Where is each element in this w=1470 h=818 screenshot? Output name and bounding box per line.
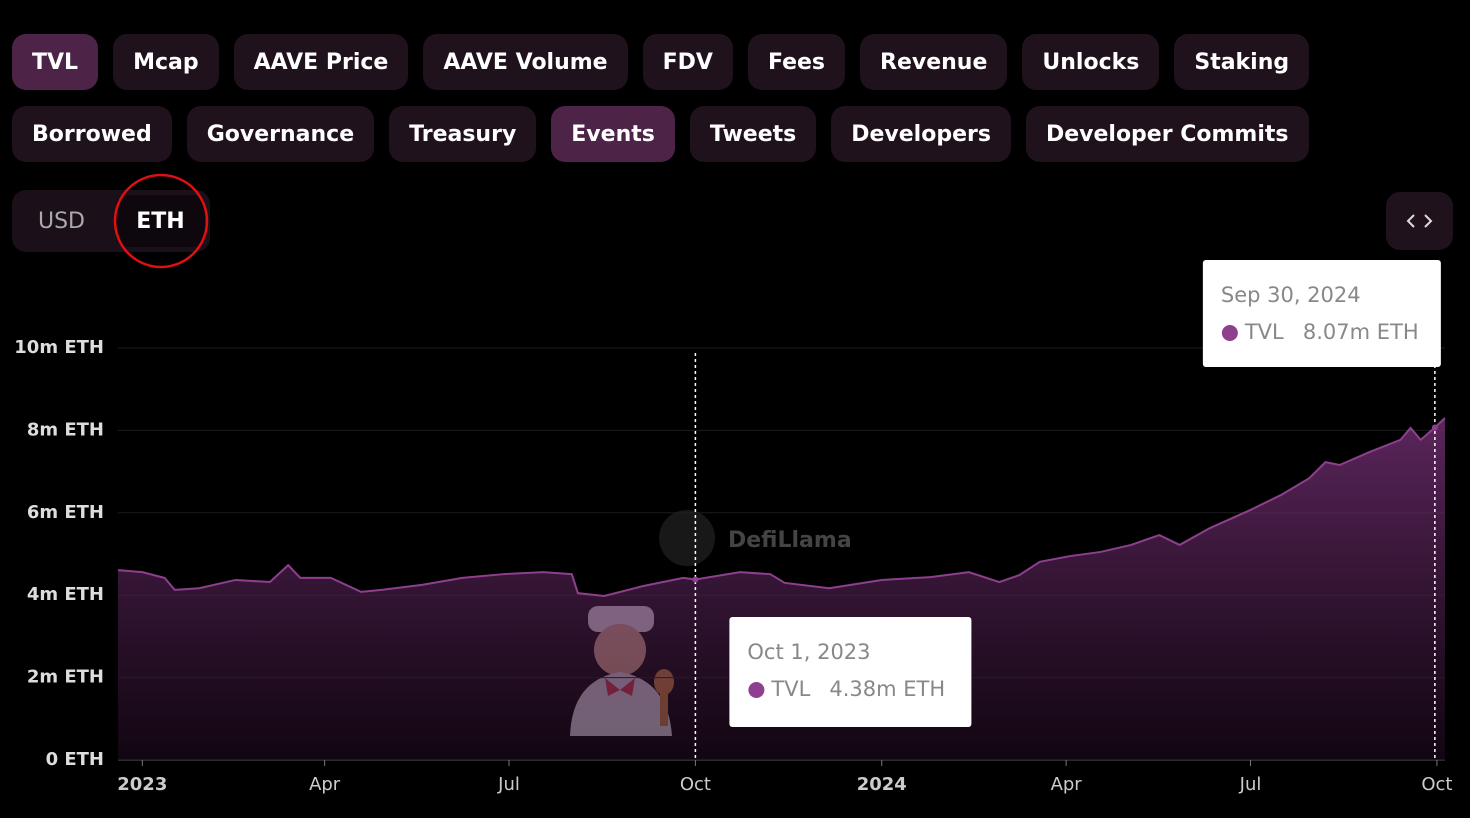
x-tick-label: Jul <box>1239 774 1262 795</box>
tooltip-dot <box>748 682 765 698</box>
tooltip-dot <box>1221 325 1238 341</box>
area-line <box>117 417 1446 598</box>
hover-point <box>692 576 699 583</box>
tooltip-date: Oct 1, 2023 <box>747 640 870 664</box>
tab-button[interactable]: Unlocks <box>1022 34 1160 90</box>
tab-button[interactable]: Mcap <box>113 34 219 90</box>
tab-bar: TVL Mcap AAVE Price AAVE Volume FDV Fees Reven… <box>12 34 1462 162</box>
x-tick-label: 2024 <box>857 774 907 795</box>
y-tick-label: 2m ETH <box>27 667 104 688</box>
tab-button[interactable]: AAVE Volume <box>423 34 628 90</box>
tab-button[interactable]: Staking <box>1174 34 1310 90</box>
x-tick-label: Oct <box>1421 774 1452 795</box>
tooltip-box <box>729 617 972 727</box>
x-tick-label: Oct <box>680 774 711 795</box>
red-circle <box>113 173 209 269</box>
tab-button[interactable]: Developer Commits <box>1025 106 1309 162</box>
tooltip: Sep 30, 2024 TVL 8.07m ETH <box>1202 260 1441 367</box>
y-tick-label: 8m ETH <box>27 419 104 440</box>
x-tick-label: Apr <box>309 774 341 795</box>
y-tick-label: 6m ETH <box>27 502 104 523</box>
tooltip: Oct 1, 2023 TVL 4.38m ETH <box>729 617 972 727</box>
area-fill <box>118 418 1445 760</box>
watermark-text: DefiLlama <box>728 528 852 553</box>
tooltip-value: 4.38m ETH <box>829 677 945 701</box>
x-tick-label: Apr <box>1051 774 1083 795</box>
tab-button[interactable]: Events <box>551 106 675 162</box>
tooltip-value: 8.07m ETH <box>1303 320 1419 344</box>
tab-button[interactable]: TVL <box>12 34 99 90</box>
tab-button[interactable]: Developers <box>831 106 1011 162</box>
tab-button[interactable]: Treasury <box>389 106 537 162</box>
tab-button[interactable]: FDV <box>642 34 733 90</box>
tab-button[interactable]: Revenue <box>860 34 1008 90</box>
y-tick-label: 10m ETH <box>14 337 104 358</box>
tooltip-date: Sep 30, 2024 <box>1221 283 1361 307</box>
tab-button[interactable]: Fees <box>747 34 846 90</box>
tab-button[interactable]: Governance <box>186 106 375 162</box>
tab-button[interactable]: AAVE Price <box>233 34 409 90</box>
currency-option[interactable]: ETH <box>116 195 205 247</box>
tab-button[interactable]: Borrowed <box>12 106 172 162</box>
tooltip-series: TVL <box>770 677 810 701</box>
y-tick-label: 4m ETH <box>27 584 104 605</box>
embed-button[interactable] <box>1386 192 1453 250</box>
tooltip-box <box>1202 260 1441 367</box>
currency-toggle: USD ETH <box>12 190 210 252</box>
hover-point <box>1431 424 1438 431</box>
watermark: DefiLlama <box>659 510 852 566</box>
y-tick-label: 0 ETH <box>46 749 104 770</box>
embed-icon <box>1406 214 1433 228</box>
currency-option[interactable]: USD <box>37 208 85 234</box>
x-tick-label: Jul <box>497 774 520 795</box>
tab-button[interactable]: Tweets <box>689 106 817 162</box>
tooltip-series: TVL <box>1244 320 1284 344</box>
x-tick-label: 2023 <box>117 774 167 795</box>
